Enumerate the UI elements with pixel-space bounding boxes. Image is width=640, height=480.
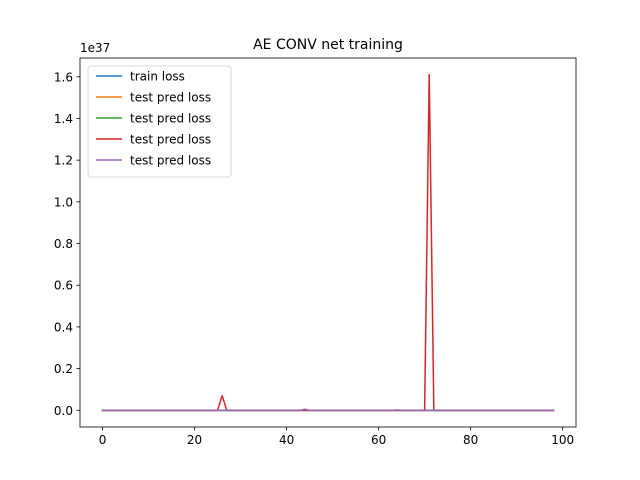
x-tick-label: 20 <box>187 433 202 447</box>
legend: train loss test pred loss test pred loss te… <box>87 65 232 178</box>
chart-title: AE CONV net training <box>253 37 403 53</box>
series-line-5 <box>101 408 555 412</box>
y-tick-label: 0.6 <box>54 279 73 293</box>
axes: 0 20 40 60 80 100 0.0 0.2 0.4 0.6 0.8 1.0 1.2 1.4 1.6 <box>54 57 577 447</box>
y-tick-label: 0.2 <box>54 362 73 376</box>
legend-label-2: test pred loss <box>130 91 211 105</box>
y-offset-label: 1e37 <box>80 41 110 55</box>
y-tick-label: 0.4 <box>54 320 73 334</box>
axes-frame <box>79 57 577 428</box>
legend-label-3: test pred loss <box>130 112 211 126</box>
x-tick-label: 0 <box>99 433 107 447</box>
legend-box <box>87 65 232 178</box>
y-tick-label: 1.0 <box>54 195 73 209</box>
y-tick-label: 1.4 <box>54 112 73 126</box>
y-tick-label: 0.0 <box>54 404 73 418</box>
x-tick-label: 80 <box>463 433 478 447</box>
y-tick-label: 0.8 <box>54 237 73 251</box>
y-tick-label: 1.2 <box>54 154 73 168</box>
x-tick-label: 40 <box>279 433 294 447</box>
y-tick-label: 1.6 <box>54 70 73 84</box>
x-tick-label: 100 <box>551 433 574 447</box>
legend-label-5: test pred loss <box>130 154 211 168</box>
legend-label-4: test pred loss <box>130 133 211 147</box>
x-tick-label: 60 <box>371 433 386 447</box>
plot-area <box>101 73 555 412</box>
legend-label-1: train loss <box>130 70 185 84</box>
